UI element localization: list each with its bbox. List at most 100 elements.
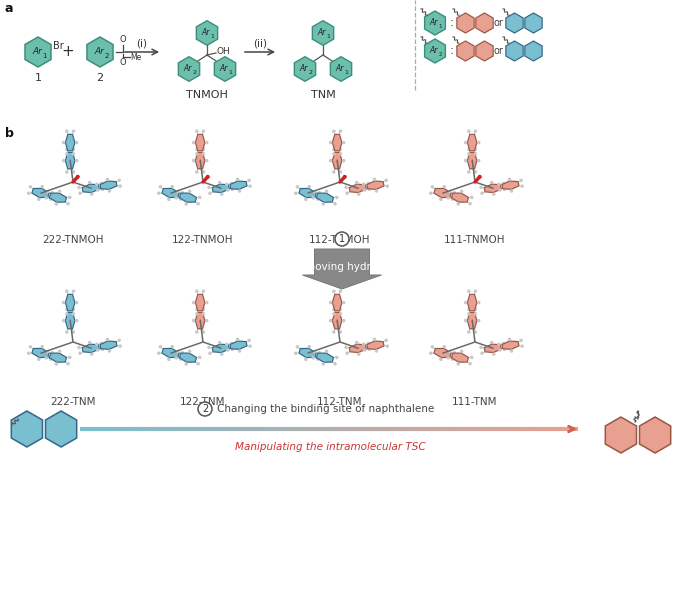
Circle shape [160,186,162,188]
Circle shape [339,290,341,293]
Polygon shape [476,13,493,33]
Circle shape [196,148,198,150]
Circle shape [339,313,341,315]
Polygon shape [349,184,366,192]
Circle shape [342,141,345,144]
Circle shape [490,341,493,343]
Circle shape [75,319,78,322]
Circle shape [198,402,212,416]
Polygon shape [162,189,179,198]
Circle shape [208,346,210,349]
Polygon shape [25,37,51,67]
Polygon shape [332,134,342,151]
Circle shape [177,350,179,353]
Circle shape [316,358,319,360]
Circle shape [68,196,71,198]
Circle shape [305,198,307,201]
Text: Ar: Ar [94,47,104,56]
Circle shape [41,186,43,187]
Circle shape [477,159,480,162]
Text: 1: 1 [339,234,345,244]
Circle shape [364,349,366,351]
Circle shape [209,192,211,194]
Text: Ar: Ar [32,47,42,56]
Circle shape [386,185,388,187]
Polygon shape [32,189,49,198]
Text: (ii): (ii) [253,38,267,48]
Text: :: : [450,45,454,57]
Polygon shape [434,349,451,358]
Polygon shape [525,13,542,33]
Circle shape [468,171,470,173]
Circle shape [248,179,250,181]
Polygon shape [451,353,469,362]
Circle shape [158,192,160,194]
Polygon shape [502,341,519,349]
Circle shape [66,308,68,310]
Polygon shape [179,193,197,202]
Circle shape [59,190,61,192]
Circle shape [168,358,170,361]
Circle shape [66,130,68,133]
Polygon shape [195,152,205,169]
Circle shape [29,186,32,188]
Circle shape [339,331,341,333]
Circle shape [96,183,98,185]
Circle shape [440,198,442,201]
Text: 112-TNM: 112-TNM [317,397,363,407]
Circle shape [62,159,64,162]
Circle shape [188,190,190,192]
Circle shape [369,348,371,350]
Circle shape [342,301,345,304]
Polygon shape [87,37,113,67]
Polygon shape [457,13,474,33]
Circle shape [51,352,53,354]
Polygon shape [179,353,197,362]
Circle shape [432,186,434,188]
Polygon shape [65,294,75,311]
Circle shape [479,176,481,178]
Circle shape [375,350,377,352]
Circle shape [97,189,99,191]
Circle shape [336,356,338,358]
Circle shape [322,363,324,365]
Polygon shape [476,41,493,61]
Circle shape [322,203,324,205]
Text: Ar: Ar [336,64,344,73]
Circle shape [47,350,49,353]
Circle shape [325,190,327,192]
Circle shape [312,357,314,359]
Polygon shape [606,417,636,453]
Circle shape [481,192,483,194]
Text: Ar: Ar [184,64,192,73]
Text: (i): (i) [136,38,147,48]
Circle shape [469,203,471,205]
Circle shape [305,358,307,361]
Circle shape [182,192,184,194]
Text: 1: 1 [438,24,442,29]
Circle shape [481,352,483,354]
Circle shape [175,197,177,199]
Circle shape [106,338,108,340]
Text: 1: 1 [345,70,348,75]
Circle shape [325,350,327,352]
Circle shape [440,358,442,361]
Polygon shape [349,344,366,352]
Circle shape [78,346,80,349]
Circle shape [477,141,480,144]
Circle shape [192,319,195,322]
Circle shape [451,358,453,360]
Circle shape [312,197,314,199]
Circle shape [447,357,449,359]
Circle shape [319,192,321,194]
Polygon shape [65,152,75,169]
Circle shape [475,148,477,150]
Circle shape [468,130,470,133]
Circle shape [232,188,234,190]
Text: O: O [120,35,126,44]
Polygon shape [212,344,229,352]
Circle shape [226,343,228,345]
Polygon shape [212,184,229,192]
Circle shape [202,153,204,155]
Circle shape [339,148,341,150]
